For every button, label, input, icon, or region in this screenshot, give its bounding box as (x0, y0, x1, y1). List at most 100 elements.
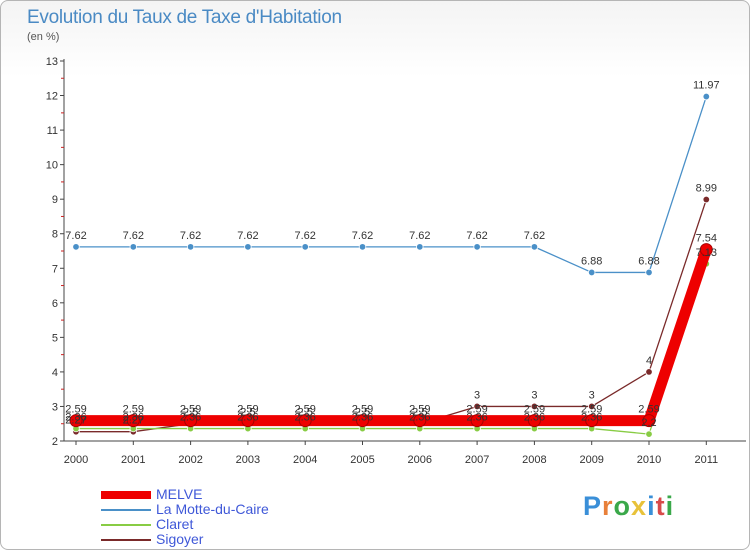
data-point (588, 402, 596, 411)
data-label: 7.62 (123, 230, 144, 242)
data-point (244, 243, 252, 251)
data-label: 3 (474, 389, 480, 401)
data-point (241, 414, 255, 428)
data-point (527, 414, 541, 428)
data-point (530, 402, 539, 411)
x-tick-label: 2005 (350, 454, 374, 466)
y-tick-label: 9 (52, 194, 58, 206)
data-label: 2.59 (352, 404, 373, 416)
data-label: 2.5 (355, 407, 370, 419)
data-point (699, 243, 713, 257)
legend-swatch (101, 524, 151, 526)
data-label: 2.59 (409, 404, 430, 416)
data-point (473, 402, 481, 411)
data-point (642, 414, 656, 428)
y-tick-label: 4 (52, 367, 58, 379)
legend-swatch (101, 509, 151, 511)
y-tick-label: 3 (52, 401, 58, 413)
data-label: 7.62 (409, 230, 430, 242)
data-label: 2.59 (180, 404, 201, 416)
y-tick-label: 2 (52, 436, 58, 448)
data-label: 7.62 (524, 230, 545, 242)
data-label: 2.2 (641, 417, 656, 429)
legend-item: Sigoyer (101, 531, 331, 547)
legend-item: MELVE (101, 486, 331, 502)
data-label: 7.62 (352, 230, 373, 242)
data-label: 7.13 (696, 247, 717, 259)
data-point (645, 430, 653, 438)
data-point (473, 243, 481, 251)
data-label: 2.59 (638, 404, 659, 416)
y-tick-label: 10 (46, 160, 58, 172)
data-label: 7.62 (65, 230, 86, 242)
data-label: 2.5 (240, 407, 255, 419)
data-label: 2.36 (581, 412, 602, 424)
data-label: 8.99 (696, 183, 717, 195)
data-label: 2.27 (123, 415, 144, 427)
data-point (358, 243, 367, 251)
y-tick-label: 7 (52, 263, 58, 275)
data-point (416, 243, 424, 251)
data-label: 2.36 (180, 412, 201, 424)
legend-label: Claret (156, 516, 194, 532)
series-line-2 (75, 263, 707, 435)
x-tick-label: 2003 (236, 454, 260, 466)
y-tick-label: 5 (52, 332, 58, 344)
data-label: 2.36 (524, 412, 545, 424)
legend-label: La Motte-du-Caire (156, 501, 269, 517)
data-point (470, 414, 484, 428)
data-label: 7.54 (696, 233, 717, 245)
legend-label: Sigoyer (156, 531, 204, 547)
unit-label: (en %) (27, 31, 60, 43)
y-tick-label: 6 (52, 298, 58, 310)
data-point (129, 243, 137, 251)
data-label: 2.59 (466, 404, 487, 416)
data-label: 2.36 (409, 412, 430, 424)
data-point (69, 414, 83, 428)
data-point (184, 414, 198, 428)
legend-item: Claret (101, 516, 331, 532)
logo-letter: o (613, 491, 632, 521)
data-label: 2.5 (298, 407, 313, 419)
data-label: 2.27 (65, 415, 86, 427)
data-point (356, 414, 369, 428)
data-label: 3 (531, 389, 537, 401)
data-label: 2.36 (123, 412, 144, 424)
data-point (645, 368, 653, 376)
data-point (72, 243, 80, 251)
logo-letter: P (583, 491, 603, 521)
logo-letter: t (655, 491, 666, 521)
y-tick-label: 13 (46, 56, 58, 68)
series-line-3 (75, 198, 707, 433)
series-line-1 (75, 95, 707, 274)
legend-swatch (101, 539, 151, 541)
x-tick-label: 2010 (637, 454, 661, 466)
data-label: 6.88 (581, 255, 602, 267)
data-point (585, 414, 599, 428)
y-tick-label: 12 (46, 91, 58, 103)
data-label: 2.36 (65, 412, 86, 424)
data-point (301, 243, 309, 251)
x-tick-label: 2004 (293, 454, 317, 466)
data-point (588, 268, 596, 277)
data-label: 2.59 (524, 404, 545, 416)
logo-letter: x (631, 491, 648, 521)
legend-swatch (101, 491, 151, 499)
data-point (413, 414, 427, 428)
data-label: 2.36 (237, 412, 258, 424)
x-tick-label: 2011 (694, 454, 718, 466)
x-tick-label: 2006 (408, 454, 432, 466)
data-label: 2.59 (123, 404, 144, 416)
data-label: 2.36 (294, 412, 315, 424)
x-tick-label: 2009 (579, 454, 603, 466)
y-tick-label: 11 (47, 125, 58, 137)
logo-letter: r (602, 491, 614, 521)
data-point (186, 243, 195, 251)
proxiti-logo: Proxiti (583, 491, 674, 522)
data-label: 7.62 (466, 230, 487, 242)
legend-label: MELVE (156, 486, 203, 502)
x-tick-label: 2008 (522, 454, 546, 466)
data-point (126, 414, 140, 428)
